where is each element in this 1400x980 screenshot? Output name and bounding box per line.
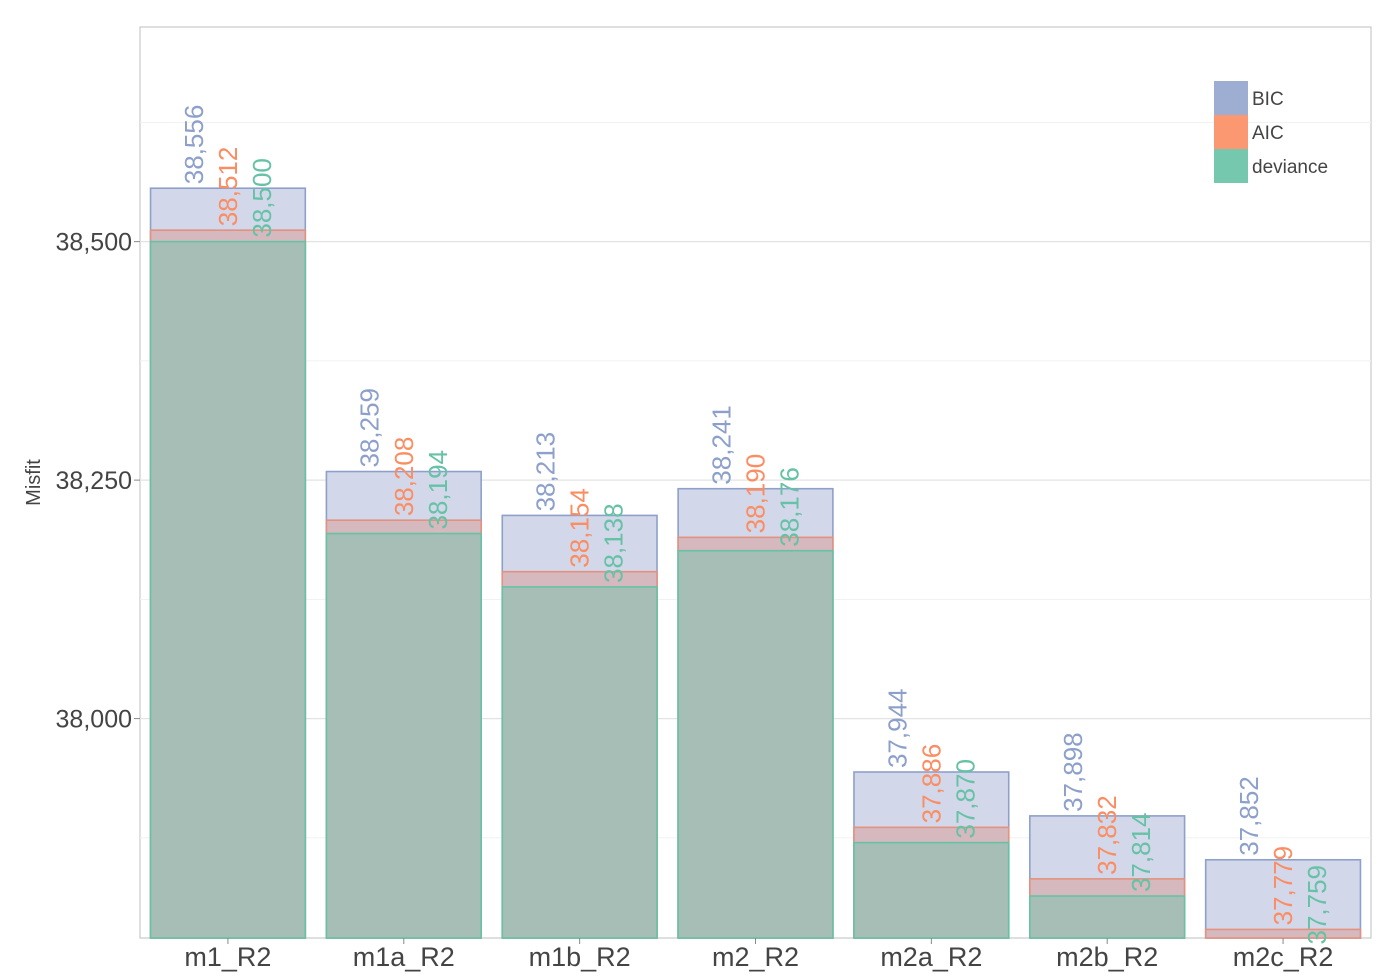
data-label-deviance-m2a-r2: 37,870 (950, 759, 980, 839)
bar-deviance-m2b-r2 (1029, 895, 1186, 939)
data-label-deviance-m2b-r2: 37,814 (1126, 812, 1156, 892)
legend-swatch-bic (1214, 81, 1248, 115)
x-tick-label-m2-r2: m2_R2 (712, 942, 799, 972)
legend-swatch-deviance (1214, 149, 1248, 183)
legend-swatch-aic (1214, 115, 1248, 149)
legend: BIC AIC deviance (1214, 81, 1328, 183)
bar-deviance-m1a-r2 (325, 532, 482, 939)
legend-label-deviance: deviance (1252, 157, 1328, 178)
x-tick-label-m2b-r2: m2b_R2 (1056, 942, 1158, 972)
data-label-deviance-m2c-r2: 37,759 (1302, 865, 1332, 945)
data-label-aic-m1b-r2: 38,154 (565, 488, 595, 568)
data-label-bic-m1a-r2: 38,259 (355, 388, 385, 468)
x-tick-label-m2a-r2: m2a_R2 (880, 942, 982, 972)
legend-label-bic: BIC (1252, 89, 1284, 110)
x-tick-label-m2c-r2: m2c_R2 (1233, 942, 1334, 972)
bar-deviance-m1b-r2 (501, 586, 658, 939)
y-tick-label: 38,250 (56, 467, 132, 495)
data-label-bic-m1b-r2: 38,213 (531, 432, 561, 512)
x-tick-label-m1b-r2: m1b_R2 (529, 942, 631, 972)
bar-aic-m2c-r2 (1204, 928, 1362, 939)
data-label-aic-m1-r2: 38,512 (213, 147, 243, 227)
x-tick-label-m1a-r2: m1a_R2 (353, 942, 455, 972)
x-tick-label-m1-r2: m1_R2 (184, 942, 271, 972)
bar-deviance-m2a-r2 (853, 841, 1010, 939)
data-label-deviance-m1-r2: 38,500 (247, 158, 277, 238)
y-tick-label: 38,500 (56, 229, 132, 257)
data-label-deviance-m1a-r2: 38,194 (423, 450, 453, 530)
y-axis-label: Misfit (23, 459, 45, 506)
data-label-bic-m2-r2: 38,241 (706, 405, 736, 485)
data-label-bic-m2b-r2: 37,898 (1058, 732, 1088, 812)
data-label-bic-m2c-r2: 37,852 (1234, 776, 1264, 856)
data-label-bic-m2a-r2: 37,944 (882, 688, 912, 768)
data-label-bic-m1-r2: 38,556 (179, 105, 209, 185)
data-label-aic-m1a-r2: 38,208 (389, 437, 419, 517)
data-label-aic-m2a-r2: 37,886 (916, 744, 946, 824)
bar-bic-m2c-r2 (1204, 858, 1362, 939)
axes-layer: m1_R2 m1a_R2 m1b_R2 m2_R2 m2a_R2 m2b_R2 m2c_R2… (56, 229, 1334, 972)
bars-layer (149, 187, 1362, 939)
data-label-aic-m2-r2: 38,190 (741, 454, 771, 534)
data-label-aic-m2c-r2: 37,779 (1268, 846, 1298, 926)
data-label-deviance-m2-r2: 38,176 (775, 467, 805, 547)
bar-deviance-m1-r2 (149, 240, 307, 939)
y-tick-label: 38,000 (56, 706, 132, 734)
bar-deviance-m2-r2 (677, 549, 834, 939)
data-label-deviance-m1b-r2: 38,138 (599, 503, 629, 583)
data-label-aic-m2b-r2: 37,832 (1092, 795, 1122, 875)
legend-label-aic: AIC (1252, 123, 1284, 144)
